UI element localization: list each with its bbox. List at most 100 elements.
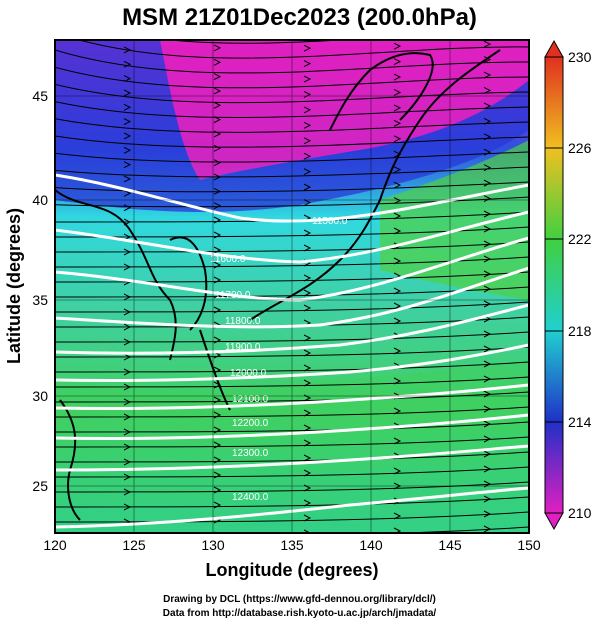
contour-label: 12100.0 [232, 394, 269, 405]
streamline-arrow [303, 364, 312, 372]
streamline-arrow [303, 379, 312, 387]
streamline-arrow [213, 173, 222, 181]
streamline-arrow [213, 87, 222, 95]
streamline-arrow [393, 166, 402, 174]
streamline-arrow [393, 527, 402, 533]
streamline-arrow [393, 104, 402, 112]
streamline-arrow [393, 377, 402, 385]
y-tick-label: 25 [32, 478, 48, 494]
streamline-arrow [123, 248, 132, 256]
streamline-arrow [483, 117, 492, 125]
streamline [55, 301, 529, 313]
streamline-arrow [393, 467, 402, 475]
streamline-arrow [303, 349, 312, 357]
streamline-arrow [393, 317, 402, 325]
streamline-arrow [483, 195, 492, 203]
streamline-arrow [303, 106, 312, 114]
streamline-arrow [483, 210, 492, 218]
streamline-arrow [213, 144, 222, 152]
streamline-arrow [483, 133, 492, 141]
streamline-arrow [303, 454, 312, 462]
streamline-arrow [213, 441, 222, 449]
streamline-arrow [213, 187, 222, 195]
streamline-arrow [483, 270, 492, 278]
streamline-arrow [213, 261, 222, 269]
streamline-arrow [123, 189, 132, 197]
streamline-arrow [123, 323, 132, 331]
streamline-arrow [123, 308, 132, 316]
y-axis-label: Latitude (degrees) [4, 208, 24, 364]
streamline-arrow [483, 225, 492, 233]
streamline-arrow [483, 255, 492, 263]
streamline-arrow [303, 304, 312, 312]
streamline-arrow [393, 257, 402, 265]
streamline-arrow [393, 407, 402, 415]
streamline-arrow [393, 287, 402, 295]
streamline-arrow [213, 486, 222, 494]
streamline [55, 451, 529, 463]
streamline-arrow [483, 345, 492, 353]
x-tick-label: 140 [359, 537, 383, 553]
streamline [55, 83, 529, 104]
streamline-arrow [483, 300, 492, 308]
streamline [55, 361, 529, 373]
credit-data: Data from http://database.rish.kyoto-u.a… [162, 608, 437, 619]
streamline-arrow [393, 227, 402, 235]
streamline-arrow [393, 512, 402, 520]
colorbar-tick-label: 210 [568, 505, 592, 521]
streamline-arrow [123, 293, 132, 301]
streamline-arrow [303, 60, 312, 68]
streamline-arrow [393, 181, 402, 189]
streamline [55, 496, 529, 508]
streamline [165, 40, 349, 44]
streamline-arrow [484, 26, 490, 32]
streamline-arrow [123, 263, 132, 271]
streamline-arrow [123, 458, 132, 466]
streamline-arrow [483, 405, 492, 413]
streamline-arrow [483, 330, 492, 338]
streamline-arrow [394, 28, 400, 34]
streamline [55, 101, 529, 118]
streamline [390, 526, 529, 533]
streamline-arrow [123, 398, 132, 406]
streamline-arrow [303, 334, 312, 342]
contour-label: 11500.0 [312, 216, 348, 227]
streamline [55, 241, 529, 253]
streamline-arrow [213, 44, 222, 52]
streamline-arrow [213, 411, 222, 419]
y-tick-label: 35 [32, 292, 48, 308]
streamline-arrow [123, 443, 132, 451]
streamline [55, 421, 529, 433]
x-tick-label: 125 [122, 537, 146, 553]
contour-labels: 11500.0 11600.0 11700.0 11800.0 11900.0 … [210, 216, 348, 503]
streamline [55, 118, 529, 133]
streamline [55, 331, 529, 343]
credit-drawing: Drawing by DCL (https://www.gfd-dennou.o… [163, 594, 436, 605]
streamline [55, 391, 529, 403]
streamline-arrow [483, 87, 492, 94]
streamline-arrow [304, 30, 310, 36]
streamline-arrow [123, 368, 132, 376]
x-tick-label: 145 [438, 537, 462, 553]
streamline [55, 466, 529, 478]
streamline-arrow [303, 44, 312, 52]
contour-label: 12400.0 [232, 492, 269, 503]
map-title: MSM 21Z01Dec2023 (200.0hPa) [122, 4, 477, 31]
contour-label: 11700.0 [215, 290, 251, 301]
streamline [55, 135, 529, 148]
streamline [55, 481, 529, 493]
streamline-arrow [303, 499, 312, 507]
streamline-arrow [393, 58, 402, 66]
streamline-arrow [303, 137, 312, 145]
y-tick-label: 30 [32, 388, 48, 404]
streamline-arrow [483, 450, 492, 458]
colorbar: 210 214 218 222 226 230 [544, 39, 592, 531]
streamline-arrow [303, 439, 312, 447]
streamline-arrow [393, 89, 402, 96]
streamline-arrow [123, 103, 132, 111]
streamline-arrow [123, 161, 132, 169]
colorbar-tick-label: 214 [568, 414, 592, 430]
streamline-arrow [483, 71, 492, 79]
streamline-arrow [483, 148, 492, 156]
streamline-arrow [303, 514, 312, 522]
